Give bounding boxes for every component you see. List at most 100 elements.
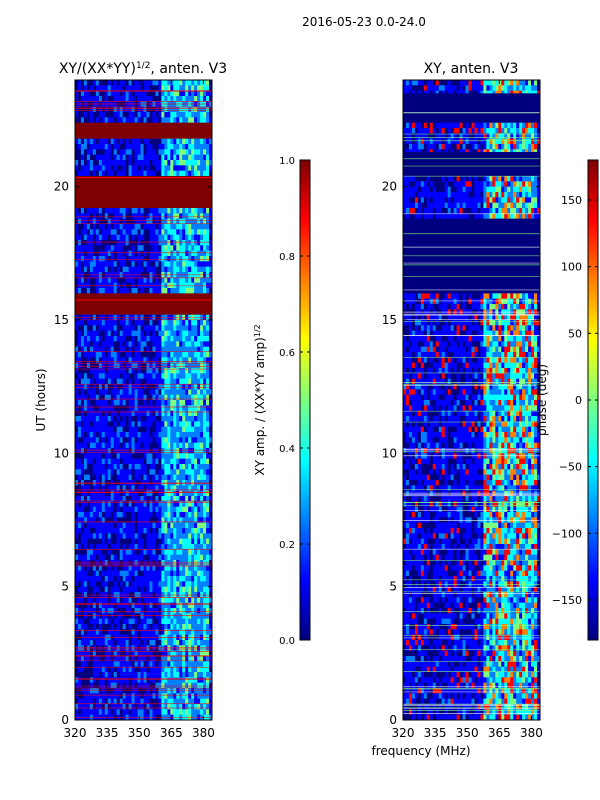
heatmap-cell — [143, 618, 147, 625]
heatmap-cell — [182, 426, 186, 433]
heatmap-cell — [200, 352, 204, 358]
heatmap-cell — [107, 352, 112, 358]
heatmap-cell — [200, 170, 204, 177]
heatmap-cell — [119, 341, 124, 348]
heatmap-cell — [152, 485, 156, 492]
heatmap-cell — [194, 213, 198, 220]
heatmap-cell — [143, 170, 147, 177]
heatmap-cell — [143, 490, 147, 497]
heatmap-cell — [95, 554, 100, 561]
heatmap-cell — [170, 357, 174, 364]
heatmap-cell — [161, 208, 165, 214]
heatmap-cell — [92, 421, 97, 428]
heatmap-cell — [110, 229, 115, 236]
heatmap-cell — [134, 442, 138, 449]
heatmap-cell — [110, 245, 115, 252]
heatmap-cell — [86, 250, 91, 257]
heatmap-cell — [92, 149, 97, 156]
heatmap-cell — [86, 277, 91, 284]
heatmap-cell — [185, 85, 189, 92]
heatmap-cell — [188, 138, 192, 145]
heatmap-cell — [194, 517, 198, 524]
heatmap-cell — [122, 544, 127, 550]
heatmap-cell — [116, 421, 121, 428]
heatmap-cell — [173, 85, 177, 92]
heatmap-cell — [167, 453, 171, 460]
heatmap-cell — [122, 384, 127, 390]
heatmap-cell — [164, 112, 168, 118]
heatmap-cell — [137, 560, 141, 566]
heatmap-cell — [182, 218, 186, 225]
heatmap-cell — [200, 256, 204, 262]
heatmap-cell — [188, 602, 192, 609]
heatmap-cell — [89, 96, 94, 102]
heatmap-cell — [194, 608, 198, 614]
heatmap-cell — [89, 565, 94, 572]
heatmap-cell — [80, 608, 85, 614]
heatmap-cell — [203, 501, 207, 508]
heatmap-cell — [158, 266, 162, 273]
heatmap-cell — [131, 106, 135, 113]
heatmap-cell — [152, 474, 156, 481]
heatmap-cell — [131, 650, 135, 657]
heatmap-cell — [77, 85, 82, 92]
heatmap-cell — [92, 250, 97, 257]
heatmap-cell — [101, 341, 106, 348]
heatmap-cell — [89, 261, 94, 268]
heatmap-cell — [122, 208, 127, 214]
heatmap-cell — [119, 496, 124, 502]
heatmap-cell — [119, 565, 124, 572]
heatmap-cell — [83, 245, 88, 252]
heatmap-cell — [176, 650, 180, 657]
heatmap-cell — [107, 410, 112, 417]
heatmap-cell — [101, 250, 106, 257]
heatmap-cell — [173, 501, 177, 508]
heatmap-cell — [104, 90, 109, 97]
heatmap-cell — [77, 277, 82, 284]
heatmap-cell — [143, 416, 147, 422]
heatmap-cell — [185, 165, 189, 172]
heatmap-cell — [134, 496, 138, 502]
heatmap-cell — [83, 629, 88, 636]
heatmap-cell — [113, 576, 118, 582]
heatmap-cell — [161, 389, 165, 396]
heatmap-cell — [155, 448, 159, 454]
heatmap-cell — [131, 256, 135, 262]
heatmap-cell — [101, 560, 106, 566]
heatmap-cell — [86, 352, 91, 358]
heatmap-cell — [173, 410, 177, 417]
heatmap-cell — [137, 352, 141, 358]
heatmap-cell — [206, 618, 210, 625]
heatmap-cell — [164, 378, 168, 385]
heatmap-cell — [152, 229, 156, 236]
heatmap-cell — [134, 586, 138, 593]
heatmap-cell — [143, 341, 147, 348]
heatmap-cell — [194, 437, 198, 444]
heatmap-cell — [92, 506, 97, 513]
heatmap-cell — [146, 576, 150, 582]
heatmap-cell — [164, 581, 168, 588]
heatmap-cell — [75, 378, 79, 385]
heatmap-cell — [119, 501, 124, 508]
heatmap-cell — [140, 608, 144, 614]
heatmap-cell — [95, 229, 100, 236]
heatmap-cell — [143, 474, 147, 481]
heatmap-cell — [119, 421, 124, 428]
heatmap-cell — [197, 144, 201, 150]
heatmap-cell — [146, 421, 150, 428]
heatmap-cell — [119, 373, 124, 380]
heatmap-cell — [182, 90, 186, 97]
heatmap-cell — [113, 581, 118, 588]
heatmap-cell — [113, 224, 118, 230]
heatmap-cell — [158, 645, 162, 652]
heatmap-cell — [158, 512, 162, 518]
heatmap-cell — [125, 320, 130, 326]
heatmap-cell — [209, 400, 212, 406]
heatmap-cell — [128, 464, 132, 470]
heatmap-cell — [155, 560, 159, 566]
heatmap-cell — [128, 320, 132, 326]
heatmap-cell — [176, 442, 180, 449]
heatmap-cell — [206, 144, 210, 150]
heatmap-cell — [92, 549, 97, 556]
heatmap-cell — [110, 586, 115, 593]
